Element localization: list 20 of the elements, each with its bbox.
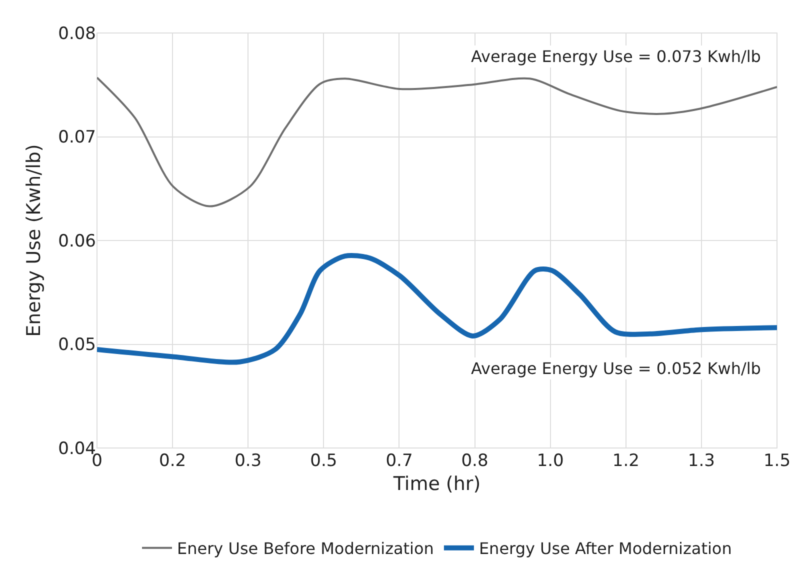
- x-tick-label: 1.0: [536, 451, 564, 471]
- annotation: Average Energy Use = 0.073 Kwh/lb: [471, 47, 761, 66]
- legend-label: Enery Use Before Modernization: [177, 539, 434, 558]
- x-axis-title: Time (hr): [392, 472, 481, 495]
- x-tick-label: 0.7: [386, 451, 413, 471]
- y-tick-label: 0.06: [58, 231, 96, 252]
- annotation: Average Energy Use = 0.052 Kwh/lb: [471, 359, 761, 378]
- y-axis-title: Energy Use (Kwh/lb): [22, 144, 45, 337]
- x-tick-label: 0.5: [310, 451, 338, 471]
- x-tick-label: 0.8: [461, 451, 488, 471]
- y-tick-label: 0.05: [58, 335, 96, 356]
- line-series: [97, 76, 777, 208]
- x-tick-label: 1.5: [763, 451, 791, 471]
- x-tick-label: 0.3: [234, 451, 262, 471]
- x-tick-label: 0.2: [159, 451, 186, 471]
- y-tick-label: 0.08: [58, 24, 96, 44]
- x-tick-label: 1.3: [688, 451, 715, 471]
- legend-label: Energy Use After Modernization: [478, 539, 732, 558]
- x-tick-label: 1.2: [612, 451, 640, 471]
- y-tick-label: 0.07: [58, 128, 96, 148]
